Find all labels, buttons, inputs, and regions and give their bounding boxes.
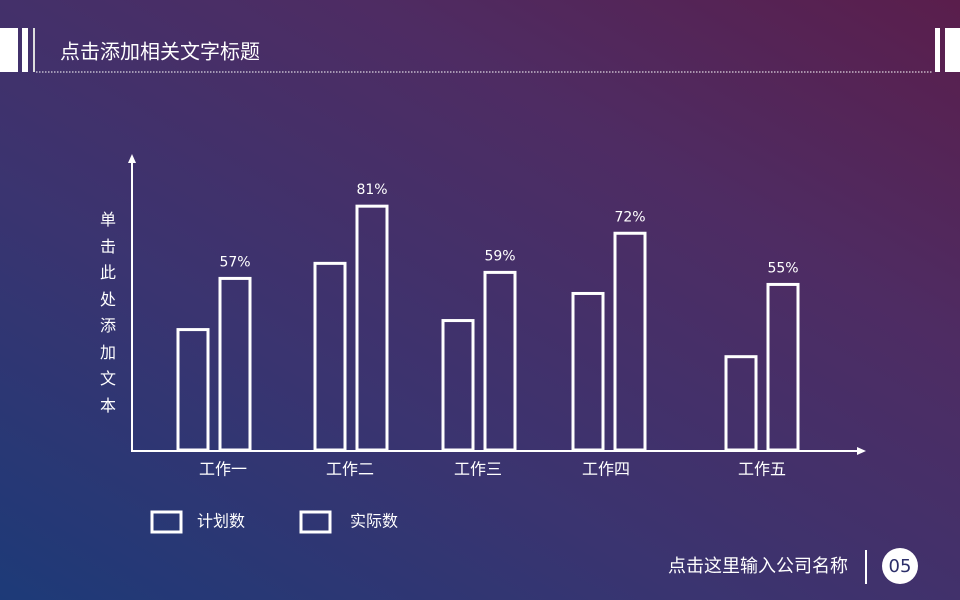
header-bar — [22, 28, 28, 72]
data-label: 59% — [484, 248, 515, 264]
header-title: 点击添加相关文字标题 — [60, 40, 260, 64]
x-tick-label: 工作四 — [582, 460, 630, 479]
legend-label: 实际数 — [350, 512, 398, 531]
x-tick-label: 工作五 — [738, 460, 786, 479]
bar — [483, 270, 517, 452]
data-label: 72% — [614, 209, 645, 225]
header-bar — [33, 28, 35, 72]
company-name: 点击这里输入公司名称 — [668, 556, 848, 577]
y-axis-label: 单击此处添加文本 — [99, 210, 116, 415]
x-tick-label: 工作二 — [326, 460, 374, 479]
header-bar — [0, 28, 18, 72]
page-number: 05 — [889, 556, 912, 577]
header-bar — [945, 28, 960, 72]
bar — [571, 291, 605, 452]
bar — [313, 261, 347, 452]
data-label: 57% — [219, 254, 250, 270]
x-tick-label: 工作一 — [199, 460, 247, 479]
y-axis-arrow — [128, 154, 136, 163]
page-badge — [882, 548, 918, 584]
bar — [441, 319, 475, 452]
legend-swatch — [150, 510, 183, 534]
x-tick-label: 工作三 — [454, 460, 502, 479]
header-bar — [935, 28, 940, 72]
bar — [766, 282, 800, 452]
bar — [355, 204, 389, 452]
legend-label: 计划数 — [197, 512, 245, 531]
bar — [613, 231, 647, 452]
data-label: 81% — [356, 182, 387, 198]
data-label: 55% — [767, 260, 798, 276]
bar — [176, 328, 210, 452]
bar — [218, 276, 252, 452]
x-axis-arrow — [857, 447, 866, 455]
bar — [724, 355, 758, 452]
legend-swatch — [299, 510, 332, 534]
